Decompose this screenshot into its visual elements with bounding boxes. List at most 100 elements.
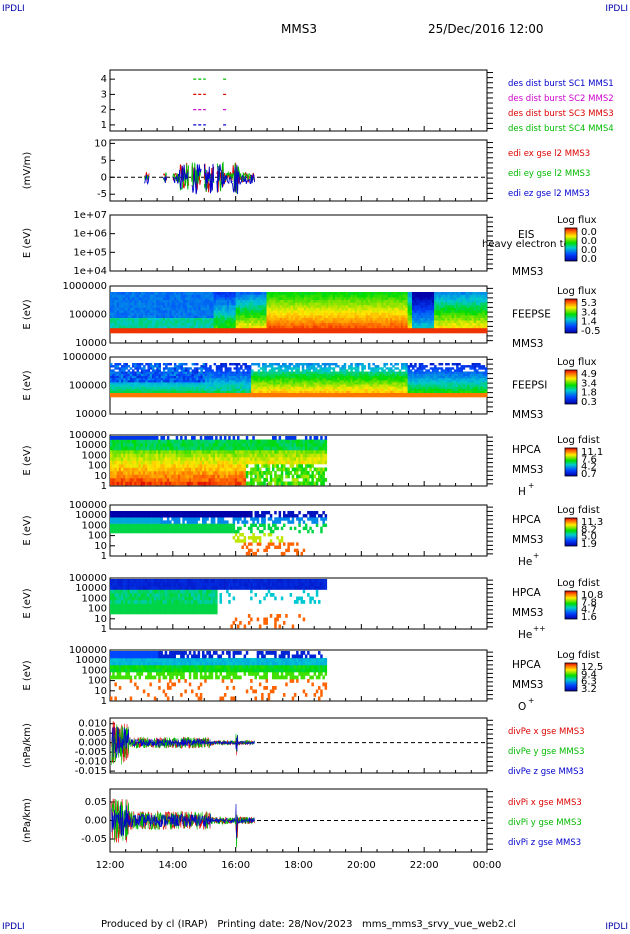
burst-panel-legend-item: des dist burst SC1 MMS1 xyxy=(508,79,614,89)
hpca-hepp-panel-instrument: HPCA xyxy=(512,587,542,599)
edi-panel-legend-item: edi ez gse l2 MMS3 xyxy=(508,189,590,199)
divpe-panel-legend-item: divPe y gse MMS3 xyxy=(508,747,585,757)
feepsi-panel-cells xyxy=(110,363,488,398)
feepsi-panel-ytick-label: 10000 xyxy=(75,409,107,420)
feepsi-panel-ytick-label: 100000 xyxy=(69,381,107,392)
divpi-panel-legend-item: divPi z gse MMS3 xyxy=(508,838,581,848)
eis-panel-ytick-label: 1e+05 xyxy=(73,247,107,258)
edi-panel-ylabel: (mV/m) xyxy=(22,152,33,190)
edi-panel-frame xyxy=(109,139,488,202)
hpca-h-panel-cbar-tick: 11.1 xyxy=(581,447,603,458)
hpca-he-panel-species: He xyxy=(518,556,532,568)
feepsi-panel-cbar-title: Log flux xyxy=(557,357,597,368)
hpca-o-panel-cbar-tick: 9.4 xyxy=(581,669,597,680)
eis-panel-frame xyxy=(109,214,488,272)
hpca-he-panel-sc: MMS3 xyxy=(512,534,543,546)
hpca-hepp-panel-cbar-tick: 1.6 xyxy=(581,612,597,623)
burst-panel-ytick-label: 2 xyxy=(101,105,107,116)
feepsi-panel-sc: MMS3 xyxy=(512,409,543,421)
hpca-hepp-panel-cbar-tick: 4.7 xyxy=(581,605,597,616)
divpi-panel-ytick-label: 0.05 xyxy=(85,797,107,808)
hpca-he-panel-ytick-label: 1 xyxy=(101,551,107,562)
hpca-h-panel-cbar-tick: 7.6 xyxy=(581,454,597,465)
hpca-hepp-panel-cells xyxy=(110,579,328,629)
burst-panel-legend-item: des dist burst SC2 MMS2 xyxy=(508,94,614,104)
time-tick-label: 12:00 xyxy=(96,860,125,871)
eis-panel-ytick-label: 1e+04 xyxy=(73,266,107,277)
time-tick-label: 00:00 xyxy=(473,860,502,871)
feepse-panel-sc: MMS3 xyxy=(512,338,543,350)
hpca-he-panel-ytick-label: 100000 xyxy=(69,500,107,511)
burst-panel-legend-item: des dist burst SC4 MMS4 xyxy=(508,124,614,134)
edi-panel-legend-item: edi ey gse l2 MMS3 xyxy=(508,169,590,179)
hpca-hepp-panel-cbar-tick: 10.8 xyxy=(581,590,603,601)
feepsi-panel-colorbar xyxy=(564,369,578,405)
edi-panel-ytick-label: 5 xyxy=(101,155,107,166)
hpca-h-panel-ytick-label: 1 xyxy=(101,481,107,492)
hpca-o-panel-charge: + xyxy=(528,696,534,705)
hpca-hepp-panel-ytick-label: 10000 xyxy=(75,583,107,594)
time-tick-label: 16:00 xyxy=(221,860,250,871)
feepsi-panel-ylabel: E (eV) xyxy=(22,370,33,400)
divpe-panel-ytick-label: 0.005 xyxy=(78,728,107,739)
hpca-he-panel-instrument: HPCA xyxy=(512,514,542,526)
feepse-panel-cbar-tick: 3.4 xyxy=(581,307,597,318)
eis-panel-colorbar xyxy=(564,227,578,262)
corner-label-br: IPDLI xyxy=(605,922,628,932)
feepsi-panel-cbar-tick: 3.4 xyxy=(581,378,597,389)
hpca-o-panel-instrument: HPCA xyxy=(512,659,542,671)
hpca-hepp-panel-sc: MMS3 xyxy=(512,607,543,619)
feepse-panel-colorbar xyxy=(564,298,578,334)
hpca-hepp-panel-ytick-label: 100000 xyxy=(69,573,107,584)
hpca-he-panel-cells xyxy=(110,511,328,556)
burst-panel-ytick-label: 1 xyxy=(101,120,107,131)
divpe-panel-ytick-label: -0.005 xyxy=(75,747,107,758)
hpca-he-panel-cbar-tick: 1.9 xyxy=(581,539,597,550)
hpca-o-panel-ylabel: E (eV) xyxy=(22,660,33,690)
hpca-hepp-panel-cbar-title: Log fdist xyxy=(557,578,600,589)
hpca-o-panel-cbar-title: Log fdist xyxy=(557,650,600,661)
hpca-o-panel-species: O xyxy=(518,701,526,713)
hpca-o-panel-ytick-label: 100000 xyxy=(69,645,107,656)
hpca-h-panel-charge: + xyxy=(528,481,534,490)
eis-panel-ytick-label: 1e+06 xyxy=(73,229,107,240)
feepsi-panel-instrument: FEEPSI xyxy=(512,380,547,392)
hpca-o-panel-cells xyxy=(110,651,328,701)
divpe-panel-legend-item: divPe z gse MMS3 xyxy=(508,767,584,777)
hpca-h-panel-ytick-label: 100 xyxy=(88,461,107,472)
divpe-panel-series-2 xyxy=(111,726,255,759)
feepse-panel-ytick-label: 10000 xyxy=(75,338,107,349)
eis-panel-cbar-tick: 0.0 xyxy=(581,236,597,247)
hpca-o-panel-ytick-label: 10000 xyxy=(75,655,107,666)
hpca-o-panel-colorbar xyxy=(564,662,578,692)
time-tick-label: 18:00 xyxy=(284,860,313,871)
hpca-he-panel-colorbar xyxy=(564,517,578,547)
eis-panel-cbar-tick: 0.0 xyxy=(581,227,597,238)
date-title: 25/Dec/2016 12:00 xyxy=(428,22,544,36)
edi-panel-series-2 xyxy=(144,163,255,195)
hpca-h-panel-ytick-label: 100000 xyxy=(69,430,107,441)
hpca-he-panel-ytick-label: 10000 xyxy=(75,510,107,521)
feepse-panel-cells xyxy=(110,292,488,334)
feepse-panel-cbar-tick: 1.4 xyxy=(581,317,597,328)
hpca-h-panel-cbar-tick: 4.2 xyxy=(581,462,597,473)
footer-credits: Produced by cl (IRAP) Printing date: 28/… xyxy=(101,919,516,930)
corner-label-tr: IPDLI xyxy=(605,4,628,14)
hpca-h-panel-ytick-label: 10 xyxy=(94,471,107,482)
eis-panel-cbar-tick: 0.0 xyxy=(581,254,597,265)
hpca-he-panel-ytick-label: 100 xyxy=(88,531,107,542)
feepse-panel-ytick-label: 100000 xyxy=(69,310,107,321)
divpi-panel-ytick-label: -0.05 xyxy=(81,834,107,845)
burst-panel-ytick-label: 3 xyxy=(101,89,107,100)
feepsi-panel-ytick-label: 1000000 xyxy=(62,352,107,363)
hpca-h-panel-cbar-tick: 0.7 xyxy=(581,469,597,480)
hpca-he-panel-ytick-label: 10 xyxy=(94,541,107,552)
hpca-o-panel-ytick-label: 1000 xyxy=(82,665,107,676)
feepse-panel-ylabel: E (eV) xyxy=(22,299,33,329)
divpe-panel-ytick-label: 0.000 xyxy=(78,738,107,749)
hpca-o-panel-sc: MMS3 xyxy=(512,679,543,691)
divpi-panel-legend-item: divPi y gse MMS3 xyxy=(508,818,582,828)
divpe-panel-ytick-label: -0.010 xyxy=(75,757,107,768)
burst-panel-legend-item: des dist burst SC3 MMS3 xyxy=(508,109,614,119)
hpca-h-panel-cells xyxy=(110,436,328,486)
